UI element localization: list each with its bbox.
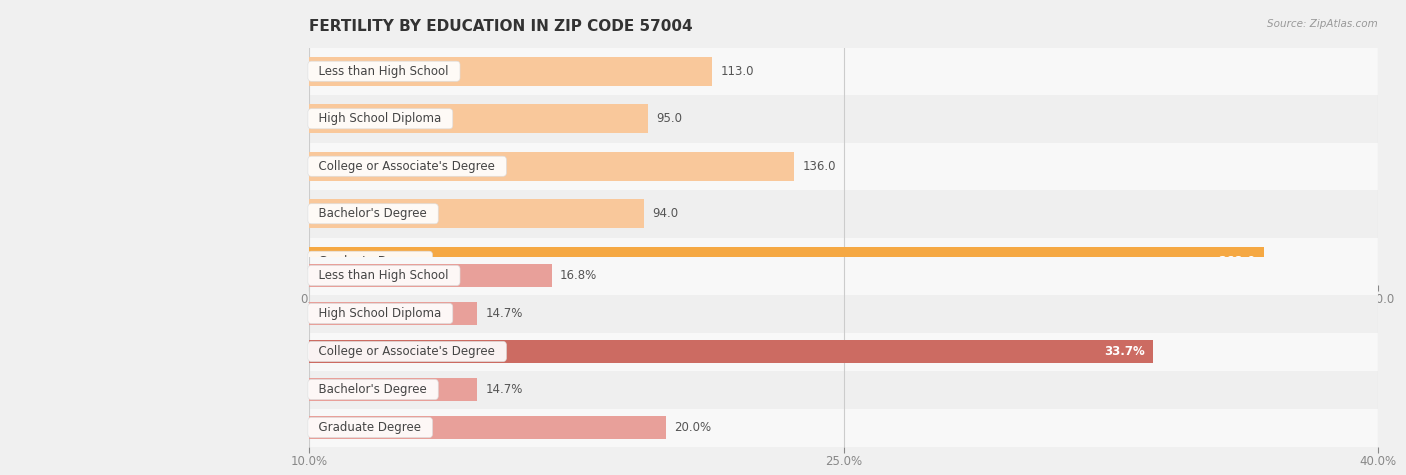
Text: Graduate Degree: Graduate Degree	[312, 421, 429, 434]
Bar	[309, 294, 1378, 332]
Bar	[309, 264, 551, 287]
Text: 16.8%: 16.8%	[560, 269, 598, 282]
Text: Less than High School: Less than High School	[312, 269, 457, 282]
Bar	[309, 104, 648, 133]
Text: FERTILITY BY EDUCATION IN ZIP CODE 57004: FERTILITY BY EDUCATION IN ZIP CODE 57004	[309, 19, 693, 34]
Bar	[309, 190, 1378, 238]
Text: Source: ZipAtlas.com: Source: ZipAtlas.com	[1267, 19, 1378, 29]
Bar	[309, 378, 477, 401]
Bar	[309, 57, 711, 86]
Bar	[309, 332, 1378, 371]
Text: 268.0: 268.0	[1218, 255, 1256, 268]
Text: Graduate Degree: Graduate Degree	[312, 255, 429, 268]
Bar	[309, 142, 1378, 190]
Bar	[309, 48, 1378, 95]
Bar	[309, 199, 644, 228]
Text: 95.0: 95.0	[657, 112, 682, 125]
Bar	[309, 238, 1378, 285]
Text: 20.0%: 20.0%	[673, 421, 711, 434]
Text: 14.7%: 14.7%	[485, 383, 523, 396]
Text: Less than High School: Less than High School	[312, 65, 457, 78]
Bar	[309, 302, 477, 325]
Bar	[309, 256, 1378, 294]
Bar	[309, 408, 1378, 446]
Text: High School Diploma: High School Diploma	[312, 112, 449, 125]
Bar	[309, 340, 1153, 363]
Bar	[309, 95, 1378, 142]
Text: 136.0: 136.0	[803, 160, 835, 173]
Text: College or Associate's Degree: College or Associate's Degree	[312, 345, 503, 358]
Bar	[309, 370, 1378, 408]
Bar	[309, 416, 665, 439]
Text: Bachelor's Degree: Bachelor's Degree	[312, 383, 434, 396]
Text: 33.7%: 33.7%	[1104, 345, 1144, 358]
Text: 14.7%: 14.7%	[485, 307, 523, 320]
Text: College or Associate's Degree: College or Associate's Degree	[312, 160, 503, 173]
Text: 94.0: 94.0	[652, 207, 679, 220]
Text: Bachelor's Degree: Bachelor's Degree	[312, 207, 434, 220]
Text: 113.0: 113.0	[720, 65, 754, 78]
Text: High School Diploma: High School Diploma	[312, 307, 449, 320]
Bar	[309, 152, 794, 181]
Bar	[309, 247, 1264, 276]
